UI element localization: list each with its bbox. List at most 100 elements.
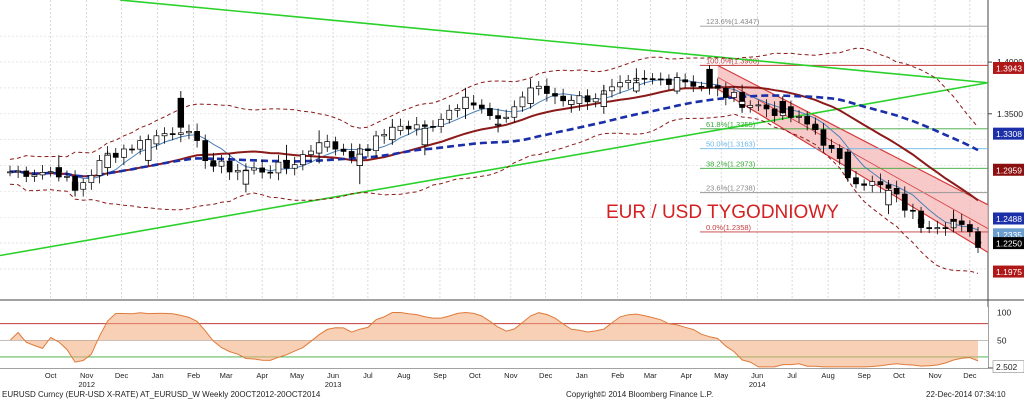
candle-body-7 [64, 175, 70, 178]
x-tick-label-18: Apr [680, 371, 692, 380]
candle-body-13 [112, 152, 119, 158]
candle-body-71 [584, 95, 591, 103]
key-candle-body-25 [917, 218, 925, 224]
x-tick-label-1: Nov [80, 371, 94, 380]
candle-body-105 [861, 183, 867, 186]
candle-body-37 [308, 150, 314, 155]
key-candle-body-8 [315, 142, 323, 154]
candle-body-19 [161, 133, 168, 137]
candle-body-119 [975, 231, 981, 248]
candle-body-33 [275, 161, 282, 174]
candle-body-74 [609, 86, 615, 92]
footer-copyright: Copyright© 2014 Bloomberg Finance L.P. [566, 390, 714, 399]
key-candle-body-20 [738, 100, 746, 105]
candle-body-1 [15, 170, 21, 173]
x-year-label-0: 2012 [78, 380, 95, 389]
fib-label-4: 38.2%(1.2973) [706, 159, 756, 168]
osc-last-value-label: 2.502 [996, 362, 1018, 372]
candle-body-42 [348, 151, 355, 158]
candle-body-21 [177, 132, 184, 135]
candle-body-2 [23, 170, 30, 177]
x-tick-label-3: Jan [152, 371, 164, 380]
key-candle-body-18 [673, 77, 681, 92]
price-tag-label-5: 1.2250 [996, 239, 1022, 249]
price-tag-1 [993, 127, 1024, 140]
candle-body-68 [560, 95, 566, 102]
candle-body-28 [234, 170, 241, 173]
x-tick-label-6: Apr [256, 371, 268, 380]
x-year-label-2: 2014 [749, 380, 766, 389]
x-tick-label-25: Nov [928, 371, 942, 380]
key-candle-body-26 [950, 218, 957, 222]
x-tick-label-24: Oct [893, 371, 906, 380]
x-tick-label-8: Jun [327, 371, 339, 380]
bollinger-lower-line [9, 113, 979, 274]
key-candle-body-5 [210, 163, 217, 166]
moving-average-dashed-line [9, 94, 979, 178]
osc-y-tick-label-0: 100 [997, 308, 1011, 318]
candle-body-20 [169, 133, 176, 135]
price-tag-5 [993, 237, 1024, 250]
candle-body-63 [519, 96, 526, 108]
candle-body-36 [299, 154, 306, 166]
title-layer: EUR / USD TYGODNIOWY [606, 202, 839, 223]
x-tick-label-12: Oct [469, 371, 482, 380]
key-candle-body-19 [706, 68, 713, 89]
candle-body-79 [649, 78, 656, 81]
candle-body-113 [926, 227, 933, 230]
key-candle-body-10 [389, 126, 396, 141]
x-tick-label-2: Dec [115, 371, 129, 380]
x-tick-label-17: Mar [644, 371, 657, 380]
x-tick-label-16: Feb [611, 371, 624, 380]
candle-body-11 [96, 160, 103, 176]
x-tick-label-13: Nov [504, 371, 518, 380]
key-candle-body-11 [421, 127, 429, 146]
candle-body-41 [340, 148, 347, 152]
fib-label-5: 23.6%(1.2738) [706, 184, 756, 193]
candle-body-87 [714, 85, 721, 89]
key-candle-body-2 [104, 154, 111, 168]
candle-body-4 [39, 172, 46, 176]
candle-body-58 [478, 104, 485, 109]
key-candle-body-24 [885, 189, 892, 206]
footer-bar: EURUSD Curncy (EUR-USD X-RATE) AT_EURUSD… [0, 389, 1024, 401]
short-moving-average-line [9, 79, 979, 231]
price-tag-label-4: 1.2335 [996, 230, 1022, 240]
x-tick-label-26: Dec [963, 371, 977, 380]
key-candle-body-13 [494, 123, 502, 126]
candle-body-59 [487, 108, 493, 116]
key-candle-body-0 [55, 167, 63, 173]
fib-label-1: 100.0%(1.3968) [706, 56, 760, 65]
candle-body-48 [397, 125, 404, 131]
price-tag-3 [993, 212, 1024, 225]
candle-body-111 [910, 209, 916, 212]
key-candle-body-9 [356, 153, 363, 166]
candle-body-9 [80, 182, 87, 190]
chart-title: EUR / USD TYGODNIOWY [606, 202, 839, 223]
candle-body-26 [218, 160, 225, 167]
candle-body-97 [796, 116, 802, 118]
candle-body-94 [771, 108, 778, 116]
candle-body-81 [666, 78, 672, 85]
footer-security-label: EURUSD Curncy (EUR-USD X-RATE) AT_EURUSD… [2, 390, 321, 399]
candle-body-114 [934, 227, 941, 230]
candle-body-118 [967, 224, 973, 232]
candle-body-0 [7, 171, 13, 174]
key-candle-body-12 [462, 96, 469, 110]
key-candle-body-22 [812, 124, 819, 130]
candle-body-62 [511, 106, 518, 118]
chart-svg: 123.6%(1.4347) 100.0%(1.3968) 61.8%(1.3355… [0, 0, 1024, 389]
fib-label-2: 61.8%(1.3355) [706, 120, 756, 129]
candle-body-44 [365, 148, 371, 152]
key-candle-body-14 [527, 87, 534, 104]
candle-body-89 [731, 92, 737, 98]
candle-body-30 [251, 167, 257, 171]
x-tick-label-5: Mar [220, 371, 233, 380]
key-candle-body-7 [283, 159, 290, 168]
fib-label-6: 0.0%(1.2358) [706, 223, 752, 232]
osc-last-value-tag [992, 360, 1024, 373]
price-tag-0 [993, 61, 1024, 74]
key-candle-body-6 [242, 170, 250, 185]
candle-body-107 [877, 181, 884, 186]
candle-body-57 [470, 102, 477, 106]
